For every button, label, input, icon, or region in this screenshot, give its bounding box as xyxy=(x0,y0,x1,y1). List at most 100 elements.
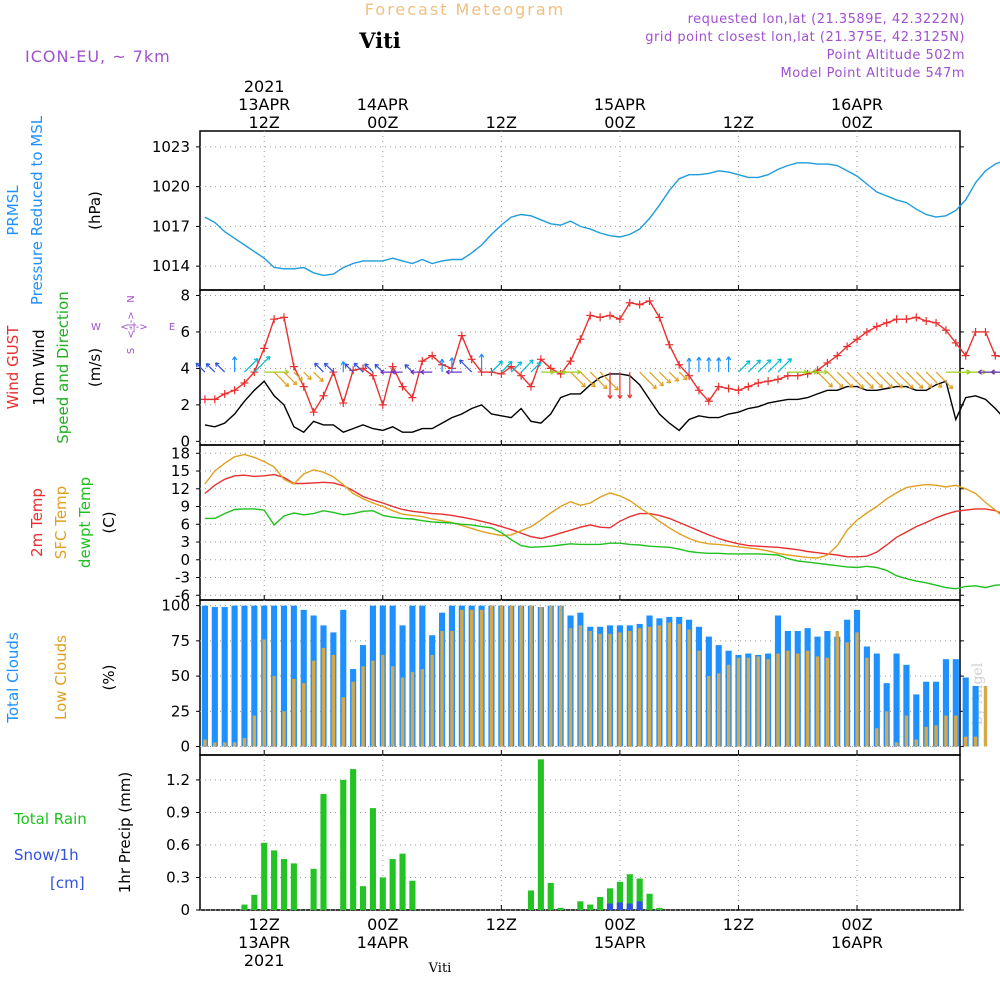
wind-direction-arrow xyxy=(935,371,954,390)
time-label-bottom-line1: 12Z xyxy=(486,915,517,934)
gust-marker xyxy=(862,327,871,336)
y-tick-label: 1.2 xyxy=(166,771,190,789)
total-cloud-bar xyxy=(300,609,307,747)
wind-direction-arrow xyxy=(439,358,445,373)
rain-bar xyxy=(310,868,317,910)
gust-marker xyxy=(922,317,931,325)
rain-bar xyxy=(587,904,594,910)
wind-direction-arrow xyxy=(253,355,271,373)
series-line-10m-wind xyxy=(204,373,1000,434)
y-tick-label: 12 xyxy=(171,480,190,498)
low-cloud-bar xyxy=(223,742,227,747)
low-cloud-bar xyxy=(647,626,652,747)
wind-direction-arrow xyxy=(391,369,403,375)
gust-marker xyxy=(675,360,684,369)
wind-direction-arrow xyxy=(449,357,455,373)
footer-location: Viti xyxy=(428,961,452,976)
gust-marker xyxy=(428,351,437,360)
wind-direction-arrow xyxy=(404,364,413,373)
gust-marker xyxy=(378,400,387,409)
time-label-bottom-line1: 12Z xyxy=(249,915,280,934)
low-cloud-bar xyxy=(637,628,642,747)
wind-direction-arrow xyxy=(716,357,722,373)
low-cloud-bar xyxy=(420,669,424,747)
low-cloud-bar xyxy=(489,605,494,747)
total-cloud-bar xyxy=(913,694,920,747)
low-cloud-bar xyxy=(875,728,879,747)
wind-direction-arrow xyxy=(478,353,485,373)
y-tick-label: -3 xyxy=(175,569,190,587)
wind-direction-arrow xyxy=(639,371,657,390)
wind-direction-arrow xyxy=(747,359,761,373)
wind-direction-arrow xyxy=(420,369,433,375)
gridpoint-coords: grid point closest lon,lat (21.375E, 42.… xyxy=(645,30,965,45)
gust-marker xyxy=(941,326,950,335)
gust-marker xyxy=(359,364,368,373)
gust-marker xyxy=(210,395,219,404)
low-cloud-bar xyxy=(904,715,909,747)
wind-direction-arrow xyxy=(686,357,692,373)
y-tick-label: 18 xyxy=(171,444,190,462)
gust-marker xyxy=(200,395,209,404)
time-label-top-line3: 00Z xyxy=(841,113,872,132)
y-tick-label: 1014 xyxy=(152,257,190,275)
low-cloud-bar xyxy=(331,654,336,747)
rain-bar xyxy=(271,850,278,910)
low-cloud-bar xyxy=(815,656,820,747)
wind-direction-arrow xyxy=(214,362,226,373)
y-tick-label: 2 xyxy=(180,396,190,414)
y-tick-label: 75 xyxy=(171,632,190,650)
rain-bar xyxy=(379,877,386,910)
gust-marker xyxy=(734,386,743,395)
wind-direction-arrow xyxy=(195,362,206,373)
compass-west: W xyxy=(91,322,101,333)
wind-direction-arrow xyxy=(915,371,933,389)
wind-direction-arrow xyxy=(353,362,364,373)
low-cloud-bar xyxy=(381,654,385,747)
low-cloud-bar xyxy=(262,639,266,747)
low-cloud-bar xyxy=(983,685,988,747)
y-axis-label: (C) xyxy=(100,511,118,533)
rain-bar xyxy=(537,759,544,910)
rain-bar xyxy=(359,886,367,910)
time-label-top-line3: 00Z xyxy=(604,113,635,132)
gust-marker xyxy=(971,327,980,336)
wind-direction-arrow xyxy=(668,371,680,382)
low-cloud-bar xyxy=(766,659,770,747)
snow-bar xyxy=(606,903,614,910)
y-tick-label: 15 xyxy=(171,462,190,480)
low-cloud-bar xyxy=(796,653,800,747)
gust-marker xyxy=(655,313,664,322)
wind-direction-arrow xyxy=(706,357,712,373)
total-cloud-bar xyxy=(290,605,297,747)
wind-direction-arrow xyxy=(500,360,513,373)
compass-east: E xyxy=(169,322,175,333)
wind-direction-arrow xyxy=(738,360,751,373)
wind-direction-arrow xyxy=(817,371,833,388)
low-cloud-bar xyxy=(539,607,543,747)
wind-direction-arrow xyxy=(990,369,1000,375)
wind-direction-arrow xyxy=(826,371,844,389)
gust-marker xyxy=(843,342,852,351)
low-cloud-bar xyxy=(578,625,583,747)
wind-direction-arrow xyxy=(579,371,596,388)
low-cloud-bar xyxy=(628,631,632,747)
gust-marker xyxy=(724,384,733,393)
wind-direction-arrow xyxy=(896,371,914,389)
panel-label: Pressure Reduced to MSL xyxy=(28,115,46,305)
panel-label: Speed and Direction xyxy=(54,291,72,444)
series-line-2m-temp xyxy=(204,473,1000,558)
panel-frame xyxy=(199,444,961,601)
low-cloud-bar xyxy=(460,609,464,747)
y-tick-label: 1023 xyxy=(152,138,190,156)
y-tick-label: 0.3 xyxy=(166,868,190,886)
low-cloud-bar xyxy=(964,736,968,747)
total-cloud-bar xyxy=(251,605,258,747)
gust-marker xyxy=(754,379,763,387)
low-cloud-bar xyxy=(232,742,237,747)
wind-direction-arrow xyxy=(725,356,732,373)
low-cloud-bar xyxy=(470,609,474,747)
gust-marker xyxy=(536,355,545,364)
rain-bar xyxy=(527,890,535,910)
gust-marker xyxy=(872,322,881,331)
